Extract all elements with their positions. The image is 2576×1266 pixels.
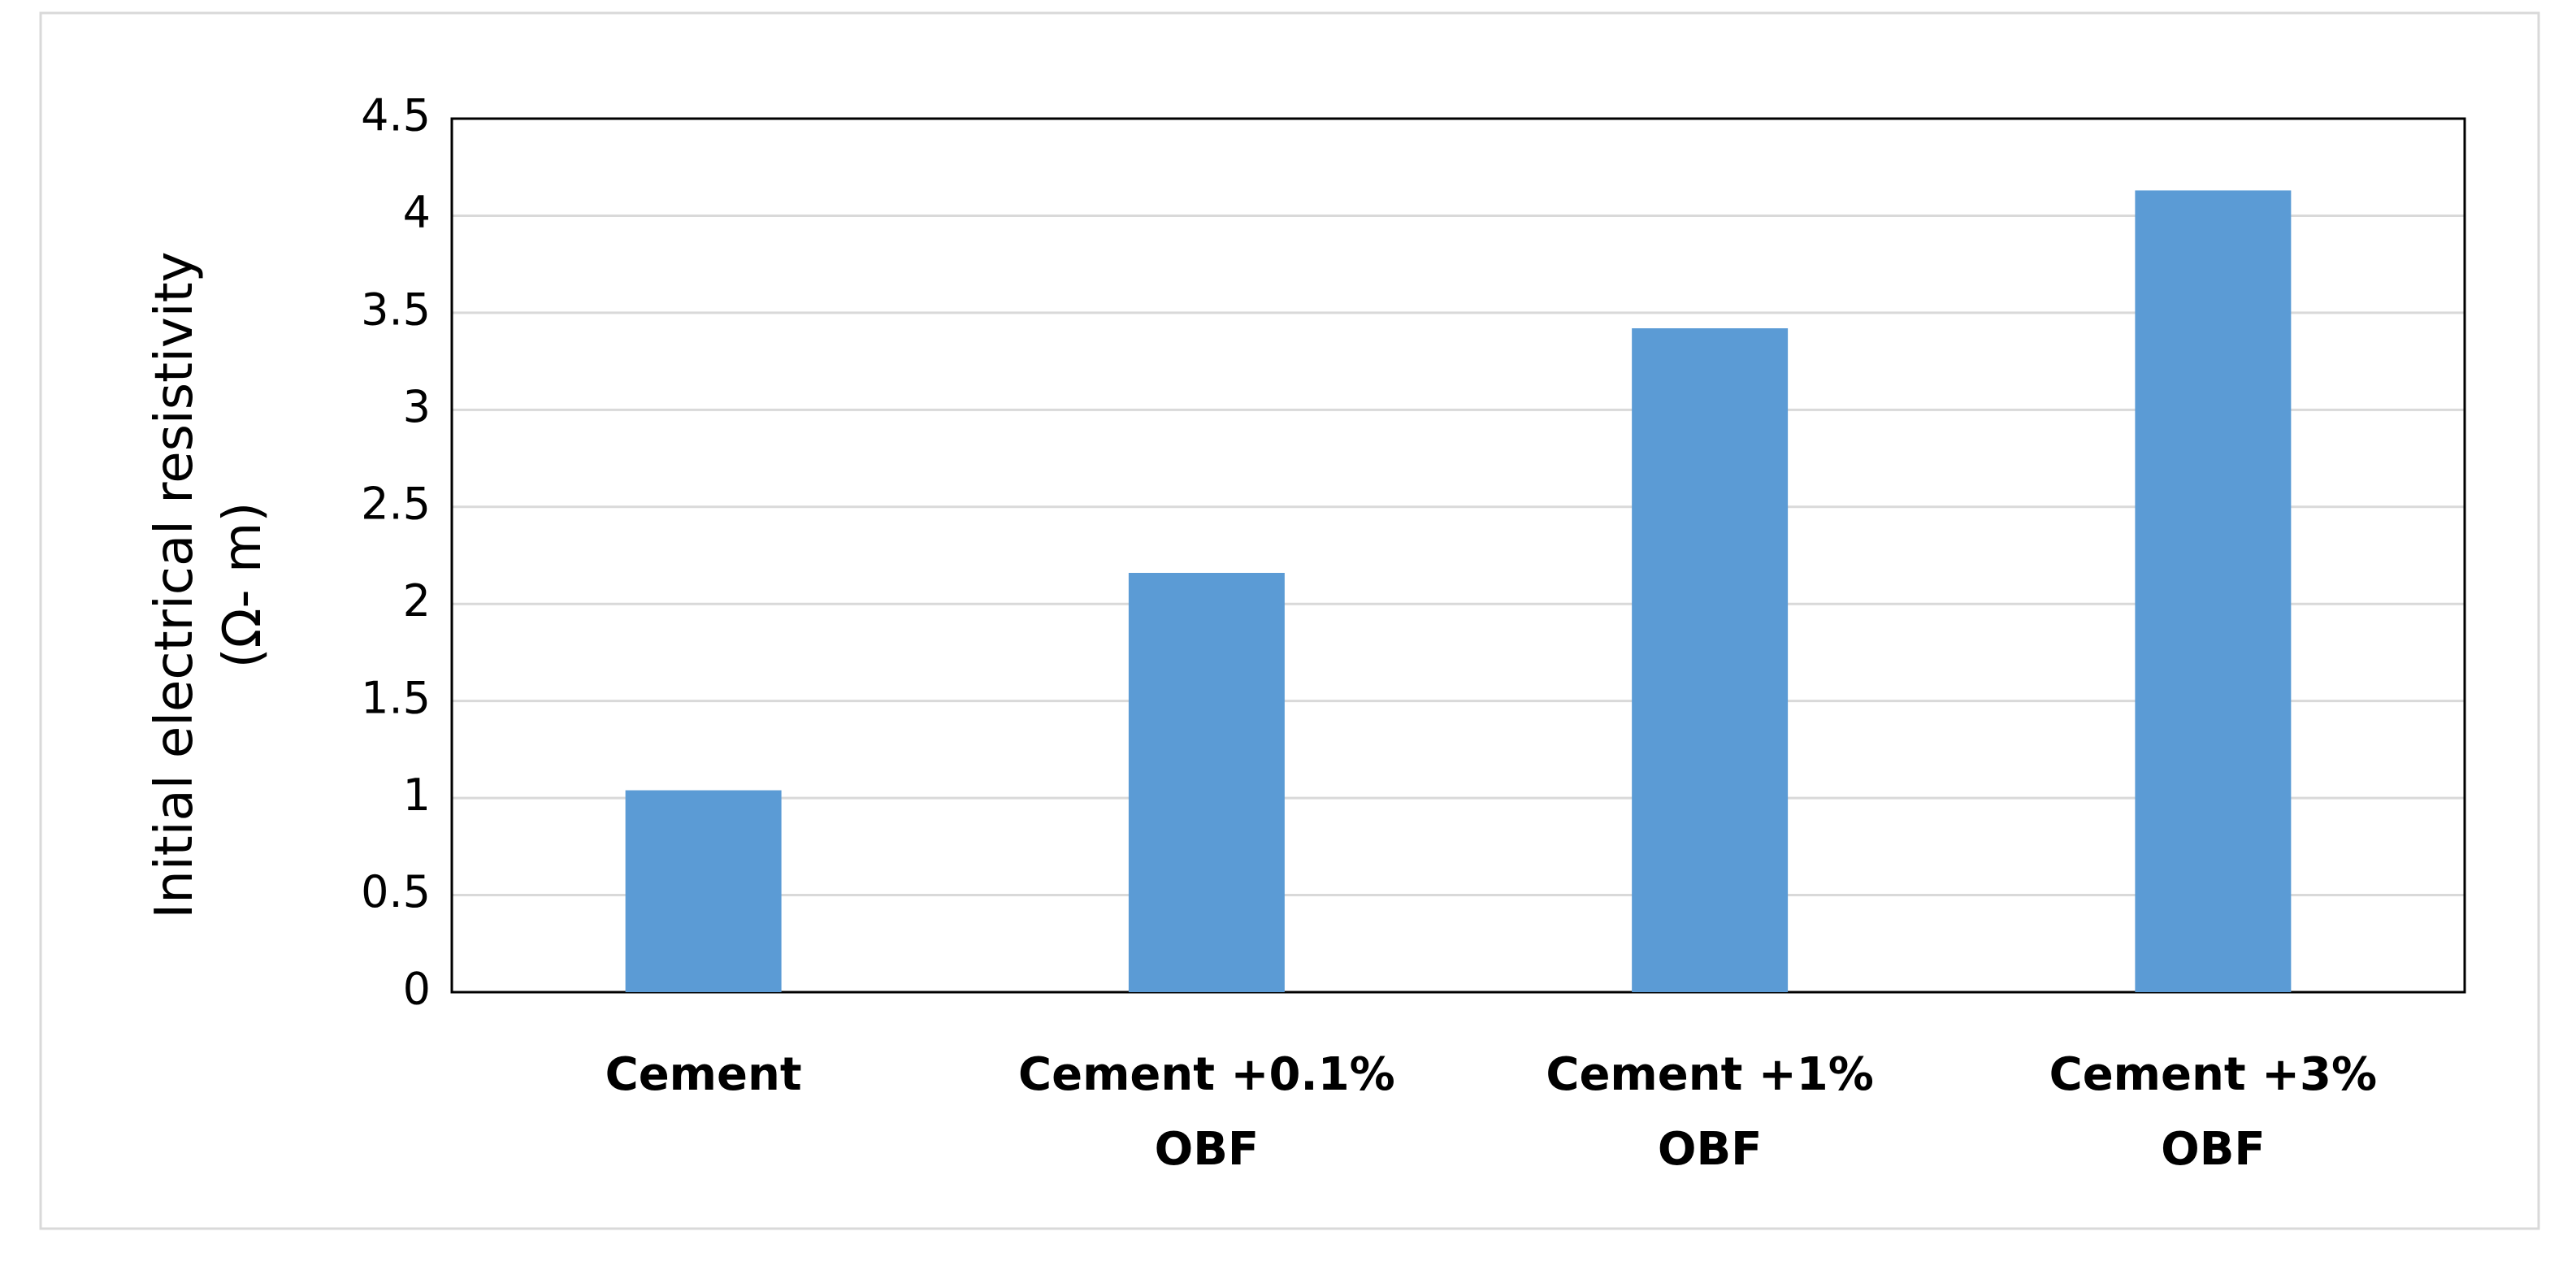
bar bbox=[1128, 573, 1285, 992]
y-tick-label: 0.5 bbox=[361, 866, 431, 917]
x-tick-label: Cement +0.1% OBF bbox=[1017, 1048, 1395, 1176]
plot-frame bbox=[450, 117, 2466, 994]
y-tick-label: 1.5 bbox=[361, 672, 431, 723]
y-tick-label: 3 bbox=[403, 381, 431, 432]
x-tick-label: Cement +3% OBF bbox=[2049, 1048, 2378, 1176]
y-tick-label: 1 bbox=[403, 770, 431, 821]
y-tick-label: 2 bbox=[403, 575, 431, 626]
x-tick-label: Cement +1% OBF bbox=[1546, 1048, 1874, 1176]
y-axis-title: Initial electrical resistivity (Ω- m) bbox=[145, 251, 273, 919]
bar bbox=[2135, 190, 2292, 992]
y-tick-label: 3.5 bbox=[361, 284, 431, 336]
y-tick-label: 4.5 bbox=[361, 90, 431, 141]
x-tick-label: Cement bbox=[605, 1048, 802, 1101]
y-tick-label: 2.5 bbox=[361, 478, 431, 529]
bar bbox=[1632, 328, 1789, 992]
y-tick-label: 0 bbox=[403, 964, 431, 1015]
y-tick-label: 4 bbox=[403, 187, 431, 238]
bar bbox=[625, 790, 782, 992]
